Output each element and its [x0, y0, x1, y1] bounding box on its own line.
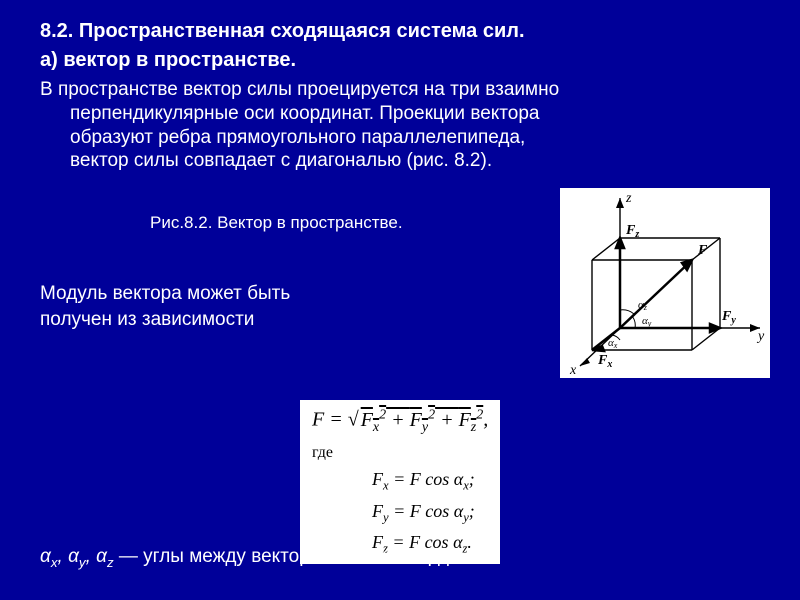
footer-angles-text: αx, αy, αz — углы между вектором осями к… [40, 546, 492, 570]
axis-x-label: x [569, 363, 577, 378]
section-heading: 8.2. Пространственная сходящаяся система… [40, 20, 770, 43]
formula-fy: Fy = F cos αy; [372, 499, 488, 527]
subsection-heading: а) вектор в пространстве. [40, 49, 770, 72]
formula-fx: Fx = F cos αx; [372, 467, 488, 495]
formula-main: F = √Fx2 + Fy2 + Fz2, [312, 406, 488, 438]
formula-where: где [312, 442, 488, 464]
vector-fz-label: Fz [625, 223, 639, 240]
angle-az-label: αz [638, 299, 648, 312]
slide: 8.2. Пространственная сходящаяся система… [0, 0, 800, 600]
vector-f-label: F [697, 243, 708, 258]
body-paragraph: В пространстве вектор силы проецируется … [70, 78, 770, 173]
formula-box: F = √Fx2 + Fy2 + Fz2, где Fx = F cos αx;… [300, 400, 500, 564]
angle-ay-label: αy [642, 315, 652, 328]
vector-fx-label: Fx [597, 353, 612, 370]
axis-y-label: y [756, 329, 765, 344]
vector-cube-figure: z y x F Fz Fy Fx αz αy αx z [560, 188, 770, 378]
angle-ax-label: αx [608, 337, 618, 350]
axis-z-label-top: z [625, 191, 632, 206]
vector-fy-label: Fy [721, 309, 736, 326]
